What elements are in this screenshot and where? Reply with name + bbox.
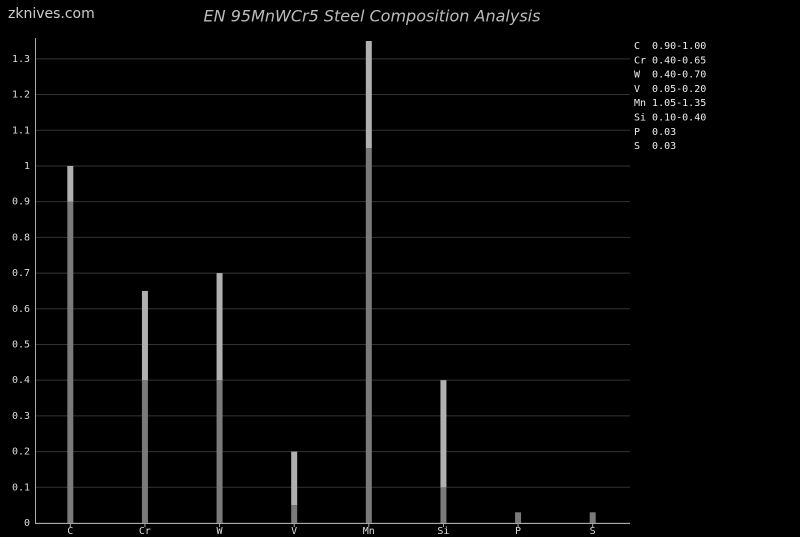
bar-low xyxy=(67,201,74,523)
y-tick-label: 1.3 xyxy=(12,54,30,65)
y-tick-label: 0 xyxy=(24,518,30,529)
legend-entry: V 0.05-0.20 xyxy=(634,84,706,95)
x-tick-label: Mn xyxy=(363,526,375,537)
x-tick-label: C xyxy=(67,526,73,537)
y-tick-label: 0.1 xyxy=(12,482,30,493)
bar-low xyxy=(216,380,223,523)
y-tick-label: 0.6 xyxy=(12,304,30,315)
watermark: zknives.com xyxy=(8,6,95,22)
legend-entry: C 0.90-1.00 xyxy=(634,41,706,52)
y-tick-label: 0.5 xyxy=(12,339,30,350)
y-tick-label: 0.9 xyxy=(12,197,30,208)
y-tick-label: 0.3 xyxy=(12,411,30,422)
x-tick-label: V xyxy=(291,526,297,537)
legend-entry: W 0.40-0.70 xyxy=(634,70,706,81)
bar-high xyxy=(291,451,298,506)
y-tick-label: 0.8 xyxy=(12,232,30,243)
y-tick-label: 0.7 xyxy=(12,268,30,279)
bar-low xyxy=(515,512,522,523)
bar-high xyxy=(67,165,74,202)
legend-entry: S 0.03 xyxy=(634,141,676,152)
x-tick-label: Si xyxy=(437,526,449,537)
x-tick-label: P xyxy=(515,526,521,537)
bar-low xyxy=(141,380,148,523)
y-tick-label: 0.2 xyxy=(12,447,30,458)
bar-low xyxy=(589,512,596,523)
legend-entry: Si 0.10-0.40 xyxy=(634,113,706,124)
bar-low xyxy=(291,505,298,523)
bar-high xyxy=(216,273,223,381)
y-tick-label: 1 xyxy=(24,161,30,172)
y-tick-label: 1.2 xyxy=(12,90,30,101)
bar-high xyxy=(365,41,372,149)
chart-title: EN 95MnWCr5 Steel Composition Analysis xyxy=(204,7,541,26)
legend-entry: Cr 0.40-0.65 xyxy=(634,55,706,66)
bar-low xyxy=(365,148,372,523)
legend-entry: Mn 1.05-1.35 xyxy=(634,98,706,109)
y-tick-label: 0.4 xyxy=(12,375,30,386)
x-tick-label: S xyxy=(590,526,596,537)
legend-entry: P 0.03 xyxy=(634,127,676,138)
y-tick-label: 1.1 xyxy=(12,125,30,136)
bar-low xyxy=(440,487,447,523)
bar-high xyxy=(141,290,148,381)
bar-high xyxy=(440,380,447,488)
x-tick-label: W xyxy=(217,526,224,537)
x-tick-label: Cr xyxy=(139,526,151,537)
